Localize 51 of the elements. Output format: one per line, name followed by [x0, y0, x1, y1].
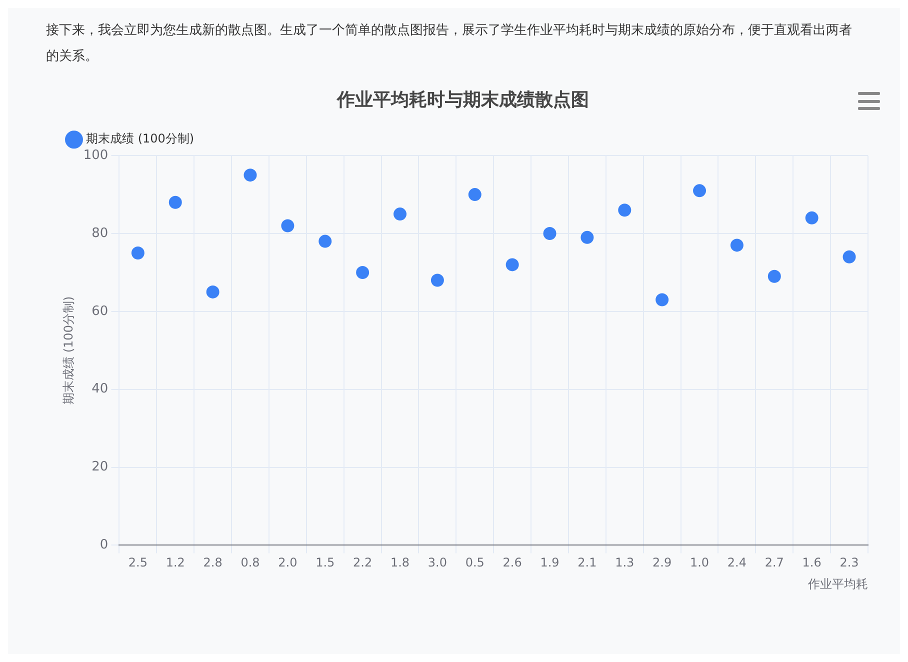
- point: [394, 208, 407, 221]
- point: [168, 196, 182, 209]
- x-tick-label: 1.0: [690, 556, 710, 570]
- point: [618, 204, 632, 217]
- point: [693, 184, 706, 198]
- y-tick-label: 20: [92, 460, 108, 475]
- y-tick-label: 40: [92, 382, 108, 397]
- x-tick-label: 1.2: [166, 556, 185, 570]
- point: [244, 168, 257, 182]
- y-axis-title: 期末成绩 (100分制): [61, 296, 76, 404]
- point: [842, 250, 856, 264]
- point: [356, 266, 370, 279]
- x-tick-label: 2.5: [128, 556, 148, 570]
- point: [730, 238, 744, 252]
- point: [281, 219, 294, 232]
- x-tick-label: 0.8: [240, 556, 260, 570]
- y-tick-label: 100: [83, 148, 108, 163]
- point: [580, 230, 594, 244]
- chart-title: 作业平均耗时与期末成绩散点图: [336, 89, 589, 110]
- point: [430, 274, 444, 287]
- x-tick-label: 1.8: [390, 556, 410, 570]
- y-tick-label: 0: [100, 538, 108, 553]
- x-tick-label: 2.7: [764, 556, 784, 570]
- point: [131, 246, 144, 260]
- x-tick-label: 2.4: [727, 556, 747, 570]
- point: [656, 293, 669, 306]
- x-axis-title: 作业平均耗: [807, 576, 868, 591]
- point: [805, 211, 818, 224]
- x-tick-label: 2.9: [652, 556, 672, 570]
- x-tick-label: 2.3: [840, 556, 859, 570]
- legend-label: 期末成绩 (100分制): [86, 132, 194, 146]
- point: [506, 258, 519, 272]
- x-tick-label: 1.6: [802, 556, 822, 570]
- text: 接下来，我会立即为您生成新的散点图。生成了一个简单的散点图报告，展示了学生作业平均耗时与期末成绩的原始分布，便于直观看出两者的关系。: [45, 22, 853, 66]
- y-tick-label: 80: [92, 226, 108, 241]
- y-tick-label: 60: [92, 304, 108, 319]
- x-tick-label: 2.6: [502, 556, 522, 570]
- x-tick-label: 1.5: [316, 556, 335, 570]
- point: [543, 227, 556, 240]
- point: [468, 188, 482, 202]
- x-tick-label: 2.1: [578, 556, 597, 570]
- point: [318, 234, 332, 248]
- x-tick-label: 2.0: [278, 556, 298, 570]
- x-tick-label: 1.9: [540, 556, 560, 570]
- point: [768, 270, 781, 283]
- x-tick-label: 2.2: [353, 556, 372, 570]
- x-tick-label: 3.0: [428, 556, 447, 570]
- x-tick-label: 1.3: [615, 556, 634, 570]
- x-tick-label: 2.8: [203, 556, 222, 570]
- x-tick-label: 0.5: [465, 556, 484, 570]
- point: [206, 285, 220, 298]
